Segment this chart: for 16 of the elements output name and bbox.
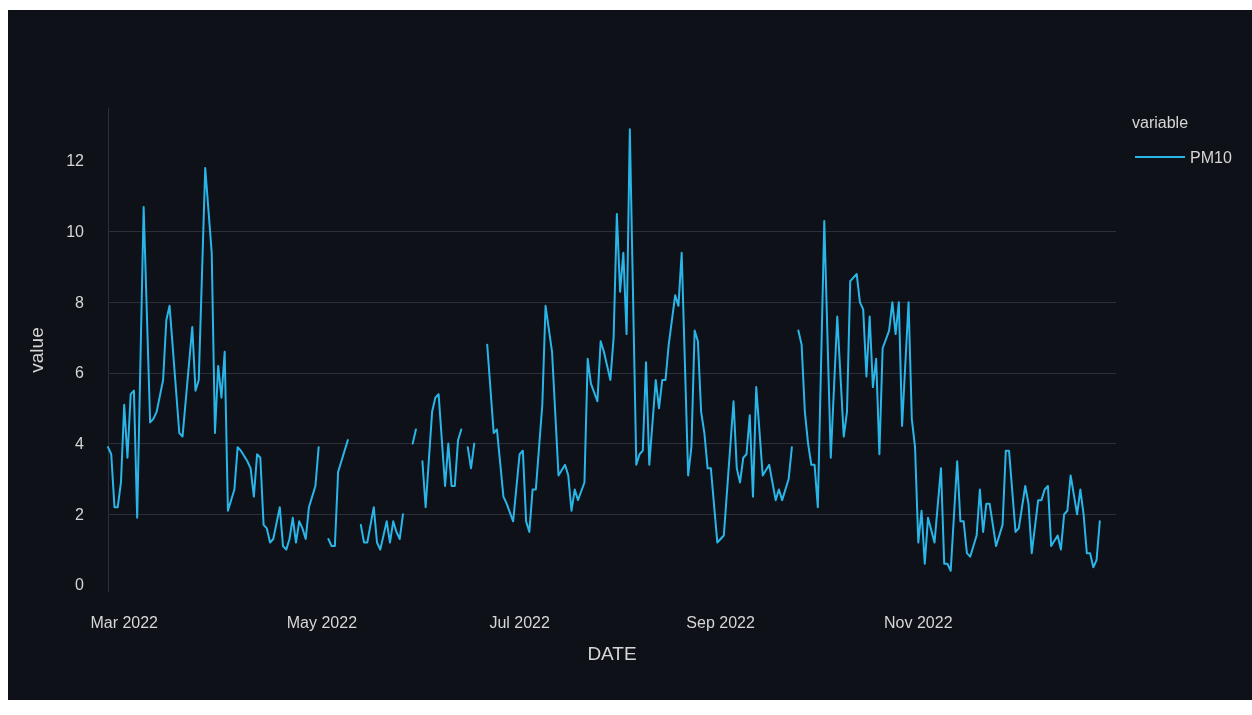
y-tick-label: 10 bbox=[66, 223, 85, 241]
y-axis-title: value bbox=[26, 327, 47, 373]
legend-label: PM10 bbox=[1190, 148, 1232, 166]
x-tick-label: Jul 2022 bbox=[489, 613, 550, 631]
y-tick-label: 4 bbox=[75, 435, 85, 453]
x-tick-label: Mar 2022 bbox=[90, 613, 159, 631]
y-tick-label: 2 bbox=[75, 505, 85, 523]
y-tick-label: 0 bbox=[75, 576, 85, 594]
y-tick-label: 8 bbox=[75, 293, 85, 311]
x-tick-label: Sep 2022 bbox=[686, 613, 755, 631]
x-tick-label: Nov 2022 bbox=[884, 613, 953, 631]
y-tick-label: 12 bbox=[66, 152, 85, 170]
x-axis-title: DATE bbox=[587, 643, 637, 664]
x-tick-label: May 2022 bbox=[286, 613, 358, 631]
legend-title: variable bbox=[1132, 113, 1189, 131]
y-tick-label: 6 bbox=[75, 364, 85, 382]
